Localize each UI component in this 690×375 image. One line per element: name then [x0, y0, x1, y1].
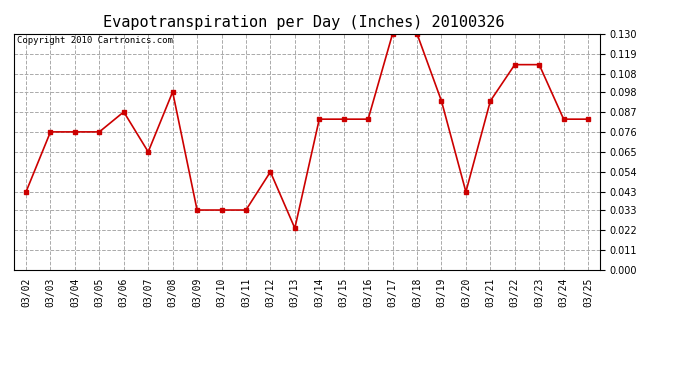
Text: Evapotranspiration per Day (Inches) 20100326: Evapotranspiration per Day (Inches) 2010… — [103, 15, 504, 30]
Text: Copyright 2010 Cartronics.com: Copyright 2010 Cartronics.com — [17, 36, 172, 45]
